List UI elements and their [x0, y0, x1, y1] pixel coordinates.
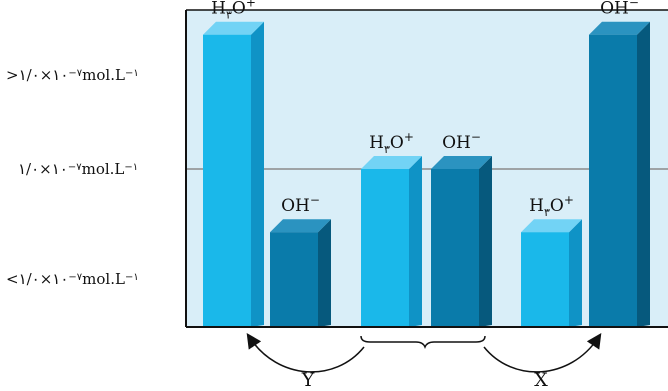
- bar-side: [569, 219, 582, 327]
- bar-side: [409, 156, 422, 327]
- bar-label: H۳O+: [369, 130, 414, 156]
- bar-h3o-group-1: [203, 21, 264, 327]
- bar-side: [318, 219, 331, 327]
- arrow-x-label: X: [534, 369, 548, 387]
- bar-front: [431, 169, 479, 327]
- bar-top: [521, 219, 582, 233]
- middle-brace: [360, 335, 486, 350]
- bar-h3o-group-3: [521, 219, 582, 327]
- bar-top: [203, 21, 264, 35]
- bar-front: [203, 34, 251, 327]
- bar-front: [361, 169, 409, 327]
- bar-side: [637, 21, 650, 327]
- bar-front: [589, 34, 637, 327]
- arrow-y: [246, 333, 365, 373]
- bar-top: [589, 21, 650, 35]
- bar-side: [479, 156, 492, 327]
- bar-label: H۳O+: [529, 193, 574, 219]
- bar-top: [270, 219, 331, 233]
- bar-h3o-group-2: [361, 156, 422, 327]
- bar-top: [361, 156, 422, 169]
- bar-side: [251, 21, 264, 327]
- y-level-above: >۱/۰×۱۰−۷mol.L−۱: [6, 66, 139, 84]
- bar-front: [521, 232, 569, 327]
- bar-label: OH−: [281, 193, 320, 216]
- arrow-y-label: Y: [301, 369, 315, 387]
- y-level-below: <۱/۰×۱۰−۷mol.L−۱: [6, 270, 139, 288]
- bar-oh-group-3: [589, 21, 650, 327]
- y-level-neutral: ۱/۰×۱۰−۷mol.L−۱: [18, 160, 139, 178]
- arrow-x: [483, 333, 602, 373]
- bar-top: [431, 156, 492, 169]
- bar-front: [270, 232, 318, 327]
- bar-label: OH−: [442, 130, 481, 153]
- bar-oh-group-2: [431, 156, 492, 327]
- bar-oh-group-1: [270, 219, 331, 327]
